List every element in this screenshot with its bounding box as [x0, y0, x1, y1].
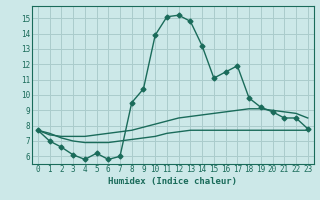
X-axis label: Humidex (Indice chaleur): Humidex (Indice chaleur) [108, 177, 237, 186]
